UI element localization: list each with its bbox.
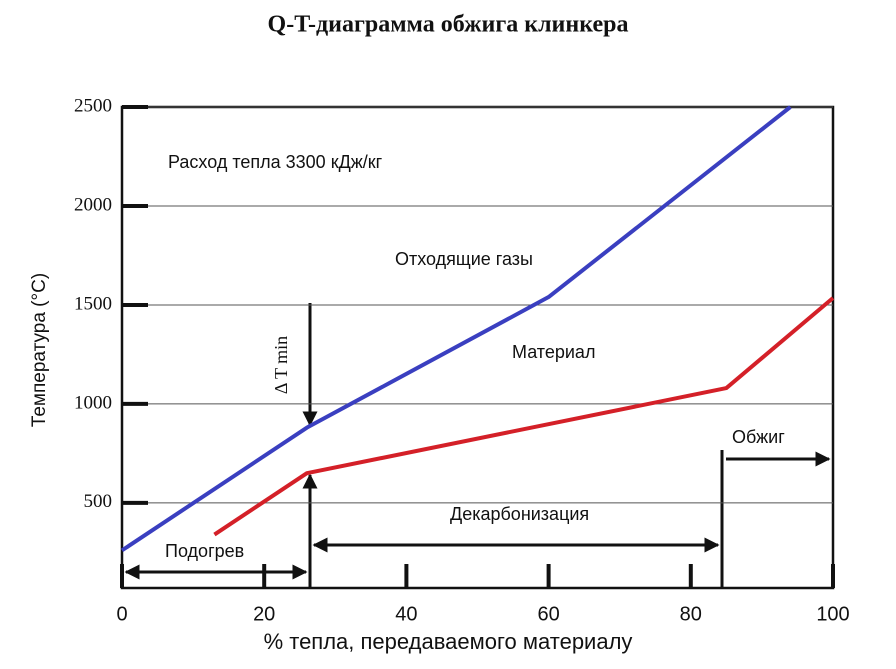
- x-tick-label: 80: [680, 603, 702, 625]
- x-tick-label: 60: [537, 603, 559, 625]
- series-label: Материал: [512, 342, 595, 362]
- x-tick-label: 100: [816, 603, 849, 625]
- annotation: Расход тепла 3300 кДж/кг: [168, 152, 383, 172]
- x-tick-label: 0: [116, 603, 127, 625]
- y-tick-label: 1000: [74, 392, 112, 413]
- chart-title: Q-T-диаграмма обжига клинкера: [268, 12, 629, 38]
- y-tick-label: 500: [84, 491, 113, 512]
- y-tick-label: 2500: [74, 95, 112, 116]
- x-axis-label: % тепла, передаваемого материалу: [264, 629, 633, 654]
- x-tick-label: 40: [395, 603, 417, 625]
- x-tick-label: 20: [253, 603, 275, 625]
- annotation: Δ T min: [271, 336, 291, 394]
- y-tick-label: 2000: [74, 194, 112, 215]
- annotation: Подогрев: [165, 541, 244, 561]
- annotation: Обжиг: [732, 427, 785, 447]
- y-axis-label: Температура (°C): [29, 273, 50, 427]
- data-line: [120, 105, 792, 553]
- data-line: [213, 296, 835, 537]
- arrows: [124, 303, 831, 588]
- annotation: Декарбонизация: [450, 504, 589, 524]
- series-label: Отходящие газы: [395, 249, 533, 269]
- y-tick-label: 1500: [74, 293, 112, 314]
